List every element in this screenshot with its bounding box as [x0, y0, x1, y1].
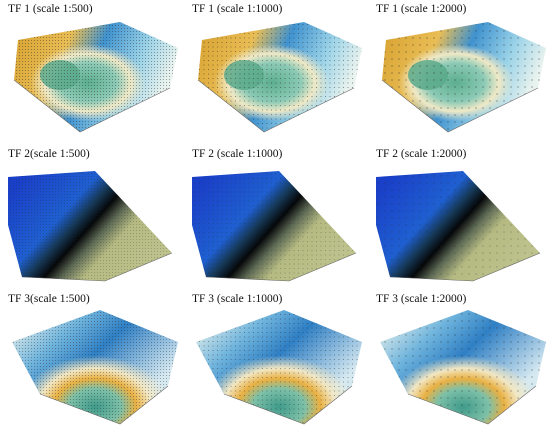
panel-tf3-2000: TF 3 (scale 1:2000): [368, 290, 548, 430]
panel-tf1-500: TF 1 (scale 1:500): [0, 0, 180, 140]
panel-title: TF 3(scale 1:500): [8, 293, 90, 305]
panel-tf3-1000: TF 3 (scale 1:1000): [184, 290, 364, 430]
surface-plot: [192, 171, 357, 282]
surface-plot: [13, 22, 178, 133]
surface-plot: [380, 310, 546, 425]
surface-plot: [381, 22, 546, 133]
panel-title: TF 1 (scale 1:500): [8, 3, 93, 15]
panel-title: TF 1 (scale 1:2000): [376, 3, 467, 15]
panel-tf2-1000: TF 2 (scale 1:1000): [184, 145, 364, 285]
panel-tf1-1000: TF 1 (scale 1:1000): [184, 0, 364, 140]
panel-title: TF 3 (scale 1:1000): [192, 293, 283, 305]
surface-plot: [197, 22, 362, 133]
panel-title: TF 2 (scale 1:1000): [192, 148, 283, 160]
panel-tf2-500: TF 2(scale 1:500): [0, 145, 180, 285]
surface-plot: [376, 171, 541, 282]
surface-plot: [12, 310, 178, 425]
panel-title: TF 1 (scale 1:1000): [192, 3, 283, 15]
panel-title: TF 2(scale 1:500): [8, 148, 90, 160]
panel-title: TF 3 (scale 1:2000): [376, 293, 467, 305]
panel-title: TF 2 (scale 1:2000): [376, 148, 467, 160]
panel-tf2-2000: TF 2 (scale 1:2000): [368, 145, 548, 285]
surface-plot: [8, 171, 173, 282]
surface-plot: [196, 310, 362, 425]
panel-tf1-2000: TF 1 (scale 1:2000): [368, 0, 548, 140]
panel-tf3-500: TF 3(scale 1:500): [0, 290, 180, 430]
